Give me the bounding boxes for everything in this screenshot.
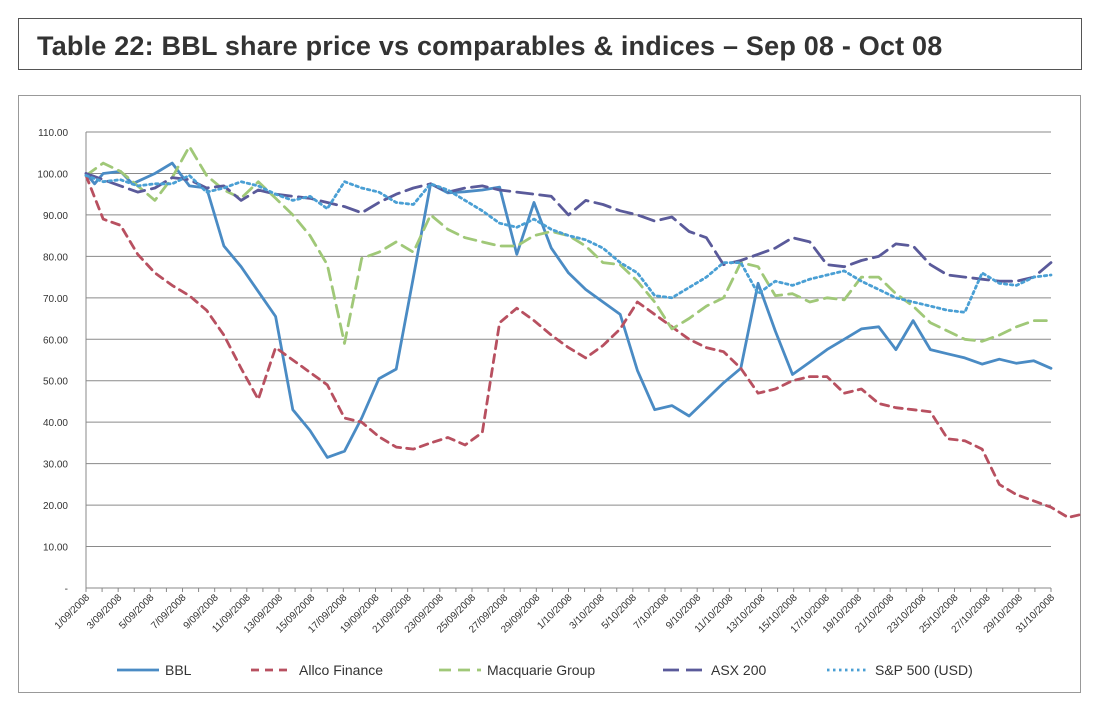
y-tick-label: 100.00: [37, 169, 68, 180]
y-tick-label: 50.00: [43, 377, 68, 388]
legend: BBL Allco Finance Macquarie Group ASX 200 S&…: [117, 662, 973, 678]
legend-label: Allco Finance: [299, 662, 383, 678]
series-line-asx-200: [84, 172, 1053, 283]
chart-container: - 10.00 20.00 30.00 40.00 50.00 60.00 70.00 80.0…: [18, 95, 1082, 693]
series-line-macquarie-group: [84, 145, 1053, 345]
series-line-s-p-500-usd: [84, 174, 1053, 314]
chart-title: Table 22: BBL share price vs comparables…: [37, 31, 943, 61]
y-tick-label: 110.00: [38, 128, 68, 139]
gridlines: [86, 131, 1051, 589]
legend-label: BBL: [165, 662, 192, 678]
y-tick-label: 30.00: [43, 460, 68, 471]
legend-label: Macquarie Group: [487, 662, 595, 678]
y-tick-label: 70.00: [43, 294, 68, 305]
y-tick-label: 20.00: [43, 501, 68, 512]
y-tick-label: 90.00: [43, 211, 68, 222]
x-axis: 1/09/20083/09/20085/09/20087/09/20089/09…: [53, 588, 1057, 636]
y-tick-label: -: [65, 584, 68, 595]
line-chart: - 10.00 20.00 30.00 40.00 50.00 60.00 70.00 80.0…: [37, 128, 1082, 678]
series-line-allco-finance: [84, 174, 1082, 519]
y-tick-label: 40.00: [43, 418, 68, 429]
legend-label: S&P 500 (USD): [875, 662, 973, 678]
y-axis: - 10.00 20.00 30.00 40.00 50.00 60.00 70.00 80.0…: [37, 128, 87, 595]
legend-label: ASX 200: [711, 662, 766, 678]
series-lines: [84, 145, 1082, 519]
y-tick-label: 10.00: [43, 543, 68, 554]
title-box: Table 22: BBL share price vs comparables…: [18, 18, 1082, 70]
series-line-bbl: [84, 161, 1053, 459]
y-tick-label: 80.00: [43, 252, 68, 263]
y-tick-label: 60.00: [43, 335, 68, 346]
